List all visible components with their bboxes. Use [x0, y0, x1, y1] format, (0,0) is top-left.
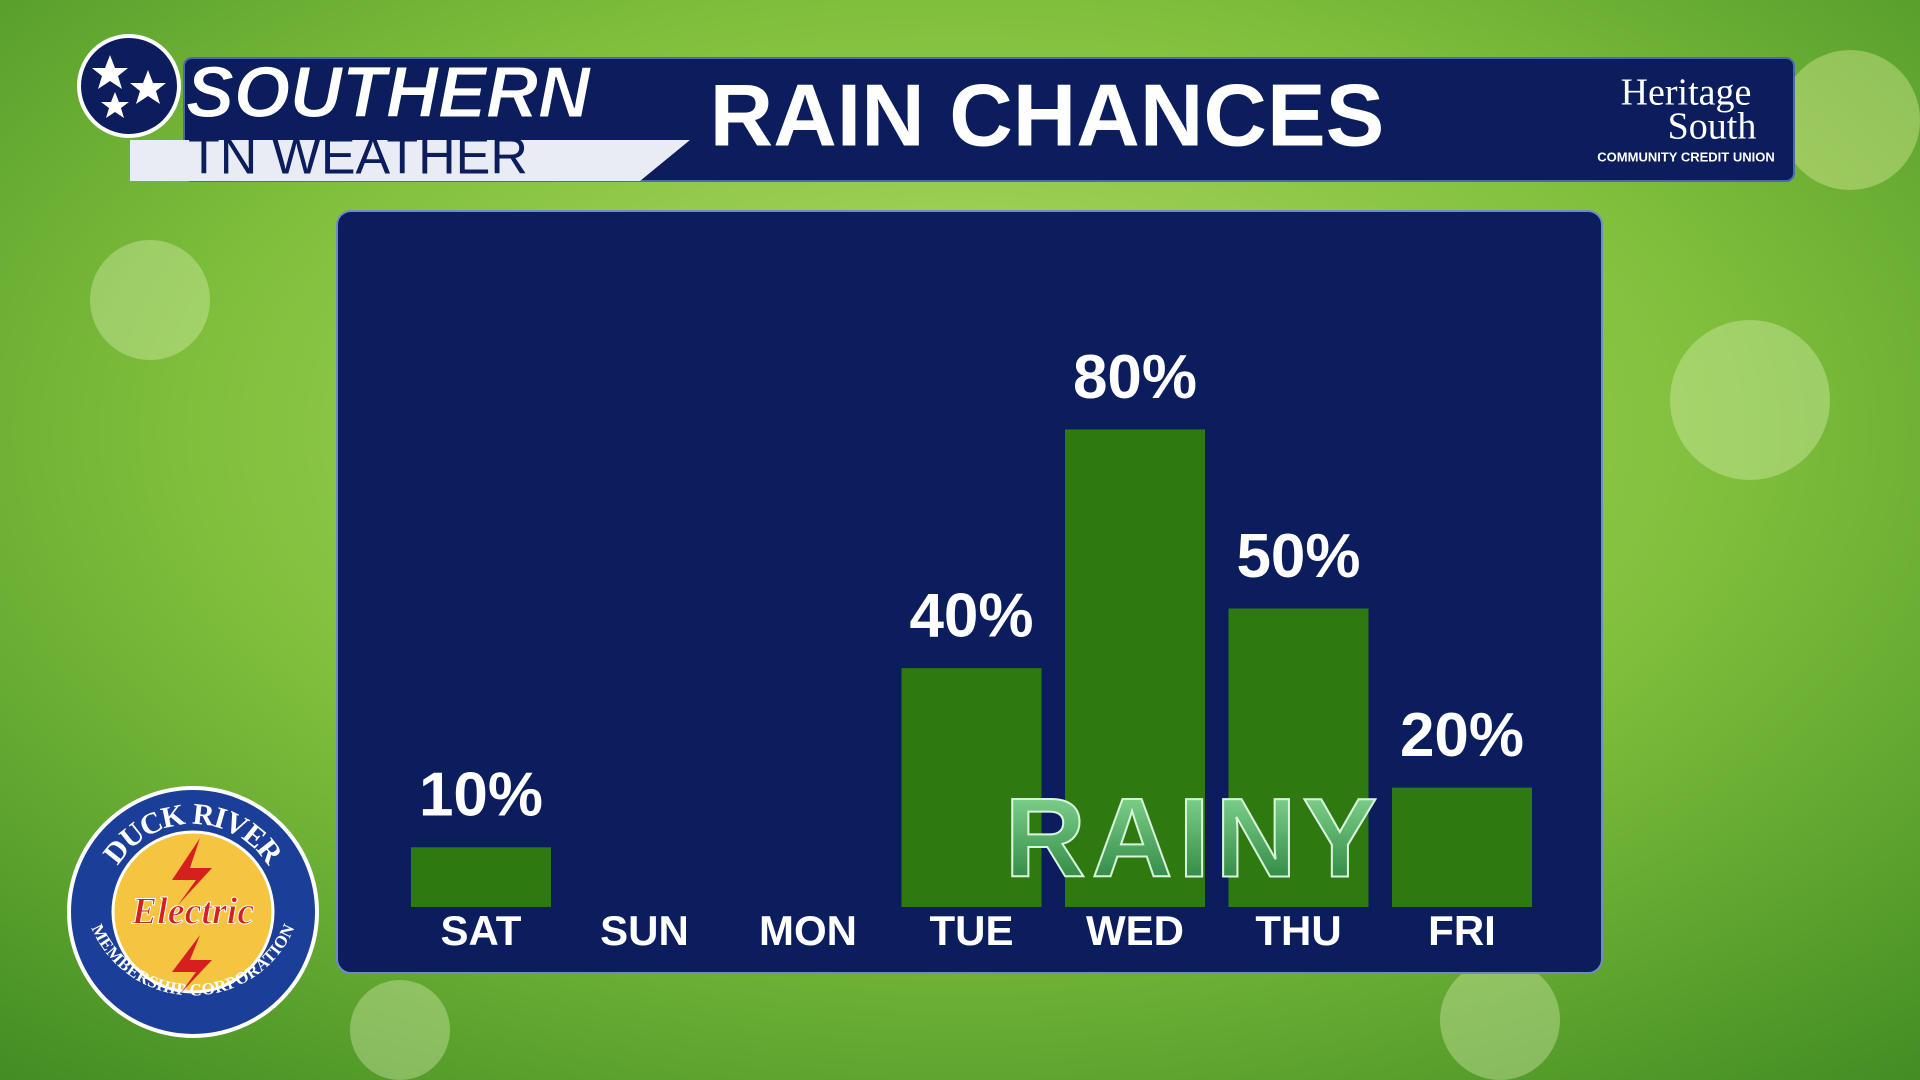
value-label: 20% — [1400, 701, 1524, 770]
overlay-rainy: RAINY — [1005, 776, 1383, 901]
sponsor-name-2: South — [1668, 106, 1757, 148]
sponsor-tagline: COMMUNITY CREDIT UNION — [1597, 149, 1774, 164]
bolt — [172, 935, 212, 994]
day-label: MON — [759, 907, 857, 954]
day-label: WED — [1086, 907, 1184, 954]
bar — [901, 668, 1042, 907]
badge-inner — [111, 830, 275, 994]
sponsor-name-1: Heritage — [1621, 72, 1752, 114]
bar — [1392, 787, 1532, 907]
day-label: TUE — [930, 907, 1014, 954]
stars — [92, 55, 166, 118]
value-label: 80% — [1073, 343, 1197, 412]
brand-top: SOUTHERN — [186, 53, 592, 133]
plot: SAT 10% SUN MON TUE 40% WED 80% THU 50% FRI 20% — [411, 343, 1532, 954]
badge-middle: Electric — [131, 891, 255, 933]
day-label: SUN — [600, 907, 689, 954]
bar — [1065, 429, 1205, 907]
day-label: THU — [1255, 907, 1341, 954]
bolt — [172, 838, 212, 905]
value-label: 40% — [909, 582, 1033, 651]
value-label: 50% — [1236, 522, 1360, 591]
bar — [411, 847, 551, 907]
bokeh — [90, 50, 1920, 1080]
day-label: SAT — [441, 907, 522, 954]
chart-title: RAIN CHANCES — [710, 65, 1385, 164]
value-label: 10% — [419, 761, 543, 830]
day-label: FRI — [1428, 907, 1496, 954]
brand-bottom: TN WEATHER — [188, 128, 528, 186]
stars-logo — [77, 34, 181, 138]
bar — [1228, 608, 1369, 907]
brand-band — [130, 140, 690, 181]
